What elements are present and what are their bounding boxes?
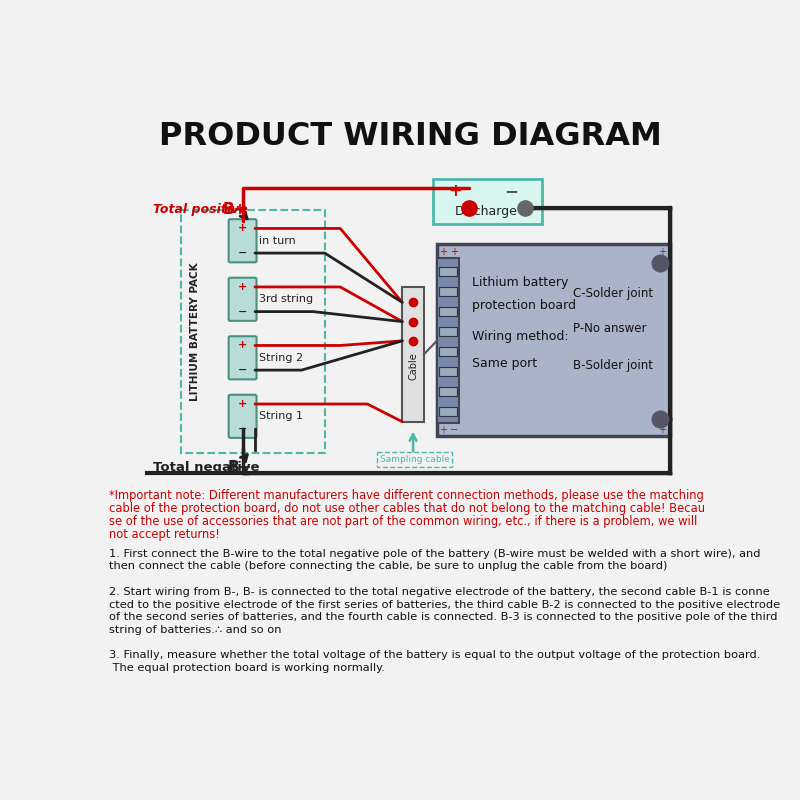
Text: PRODUCT WIRING DIAGRAM: PRODUCT WIRING DIAGRAM [158,121,662,151]
FancyBboxPatch shape [229,278,257,321]
Bar [438,407,458,416]
Text: protection board: protection board [472,299,576,312]
Text: of the second series of batteries, and the fourth cable is connected. B-3 is con: of the second series of batteries, and t… [110,612,778,622]
Bar [378,452,452,467]
Bar [434,179,542,224]
Text: +: + [238,223,247,234]
Text: LITHIUM BATTERY PACK: LITHIUM BATTERY PACK [190,262,199,401]
Text: 3rd string: 3rd string [259,294,313,304]
Text: +: + [238,399,247,409]
Text: String 2: String 2 [259,353,303,363]
Text: Wiring method:: Wiring method: [472,330,569,342]
Bar [437,258,459,423]
Text: not accept returns!: not accept returns! [110,528,220,541]
Text: Total positive: Total positive [153,203,252,217]
Text: +: + [658,425,666,435]
Text: string of batteries.∴ and so on: string of batteries.∴ and so on [110,625,282,635]
Text: +: + [658,246,666,257]
Bar [438,267,458,276]
Text: +: + [439,425,447,435]
Text: se of the use of accessories that are not part of the common wiring, etc., if th: se of the use of accessories that are no… [110,515,698,528]
Text: +: + [439,246,447,257]
FancyBboxPatch shape [229,394,257,438]
Text: 3. Finally, measure whether the total voltage of the battery is equal to the out: 3. Finally, measure whether the total vo… [110,650,761,660]
Text: 2. Start wiring from B-, B- is connected to the total negative electrode of the : 2. Start wiring from B-, B- is connected… [110,587,770,597]
Text: Same port: Same port [472,357,537,370]
Bar [182,210,325,453]
Text: B-Solder joint: B-Solder joint [573,359,653,372]
Text: cted to the positive electrode of the first series of batteries, the third cable: cted to the positive electrode of the fi… [110,599,781,610]
Bar [438,287,458,296]
Text: B+: B+ [222,202,247,218]
Text: +: + [450,246,458,257]
Bar [402,287,424,422]
Text: Cable: Cable [408,352,418,380]
Text: Discharge: Discharge [454,205,518,218]
Text: Total negative: Total negative [153,461,264,474]
Text: +: + [448,182,462,201]
FancyBboxPatch shape [229,336,257,379]
Text: −: − [238,424,247,434]
Text: Sampling cable: Sampling cable [380,455,450,464]
Text: P-No answer: P-No answer [573,322,646,335]
Text: The equal protection board is working normally.: The equal protection board is working no… [110,663,385,673]
Bar [438,387,458,396]
FancyBboxPatch shape [229,219,257,262]
Bar [438,327,458,336]
Text: −: − [238,248,247,258]
Text: B−: B− [228,460,252,474]
Text: +: + [238,282,247,292]
Text: String 1: String 1 [259,411,303,422]
Text: *Important note: Different manufacturers have different connection methods, plea: *Important note: Different manufacturers… [110,489,704,502]
Text: then connect the cable (before connecting the cable, be sure to unplug the cable: then connect the cable (before connectin… [110,562,668,571]
Text: cable of the protection board, do not use other cables that do not belong to the: cable of the protection board, do not us… [110,502,706,514]
Bar [438,307,458,316]
Text: −: − [238,306,247,317]
Text: −: − [450,425,458,435]
Text: 1. First connect the B-wire to the total negative pole of the battery (B-wire mu: 1. First connect the B-wire to the total… [110,549,761,558]
Text: −: − [504,182,518,201]
Text: in turn: in turn [259,236,296,246]
Bar [438,367,458,376]
Text: Lithium battery: Lithium battery [472,276,568,289]
Text: −: − [238,365,247,375]
Text: C-Solder joint: C-Solder joint [573,287,653,300]
Bar [438,347,458,356]
Bar [437,244,670,436]
Text: +: + [238,341,247,350]
